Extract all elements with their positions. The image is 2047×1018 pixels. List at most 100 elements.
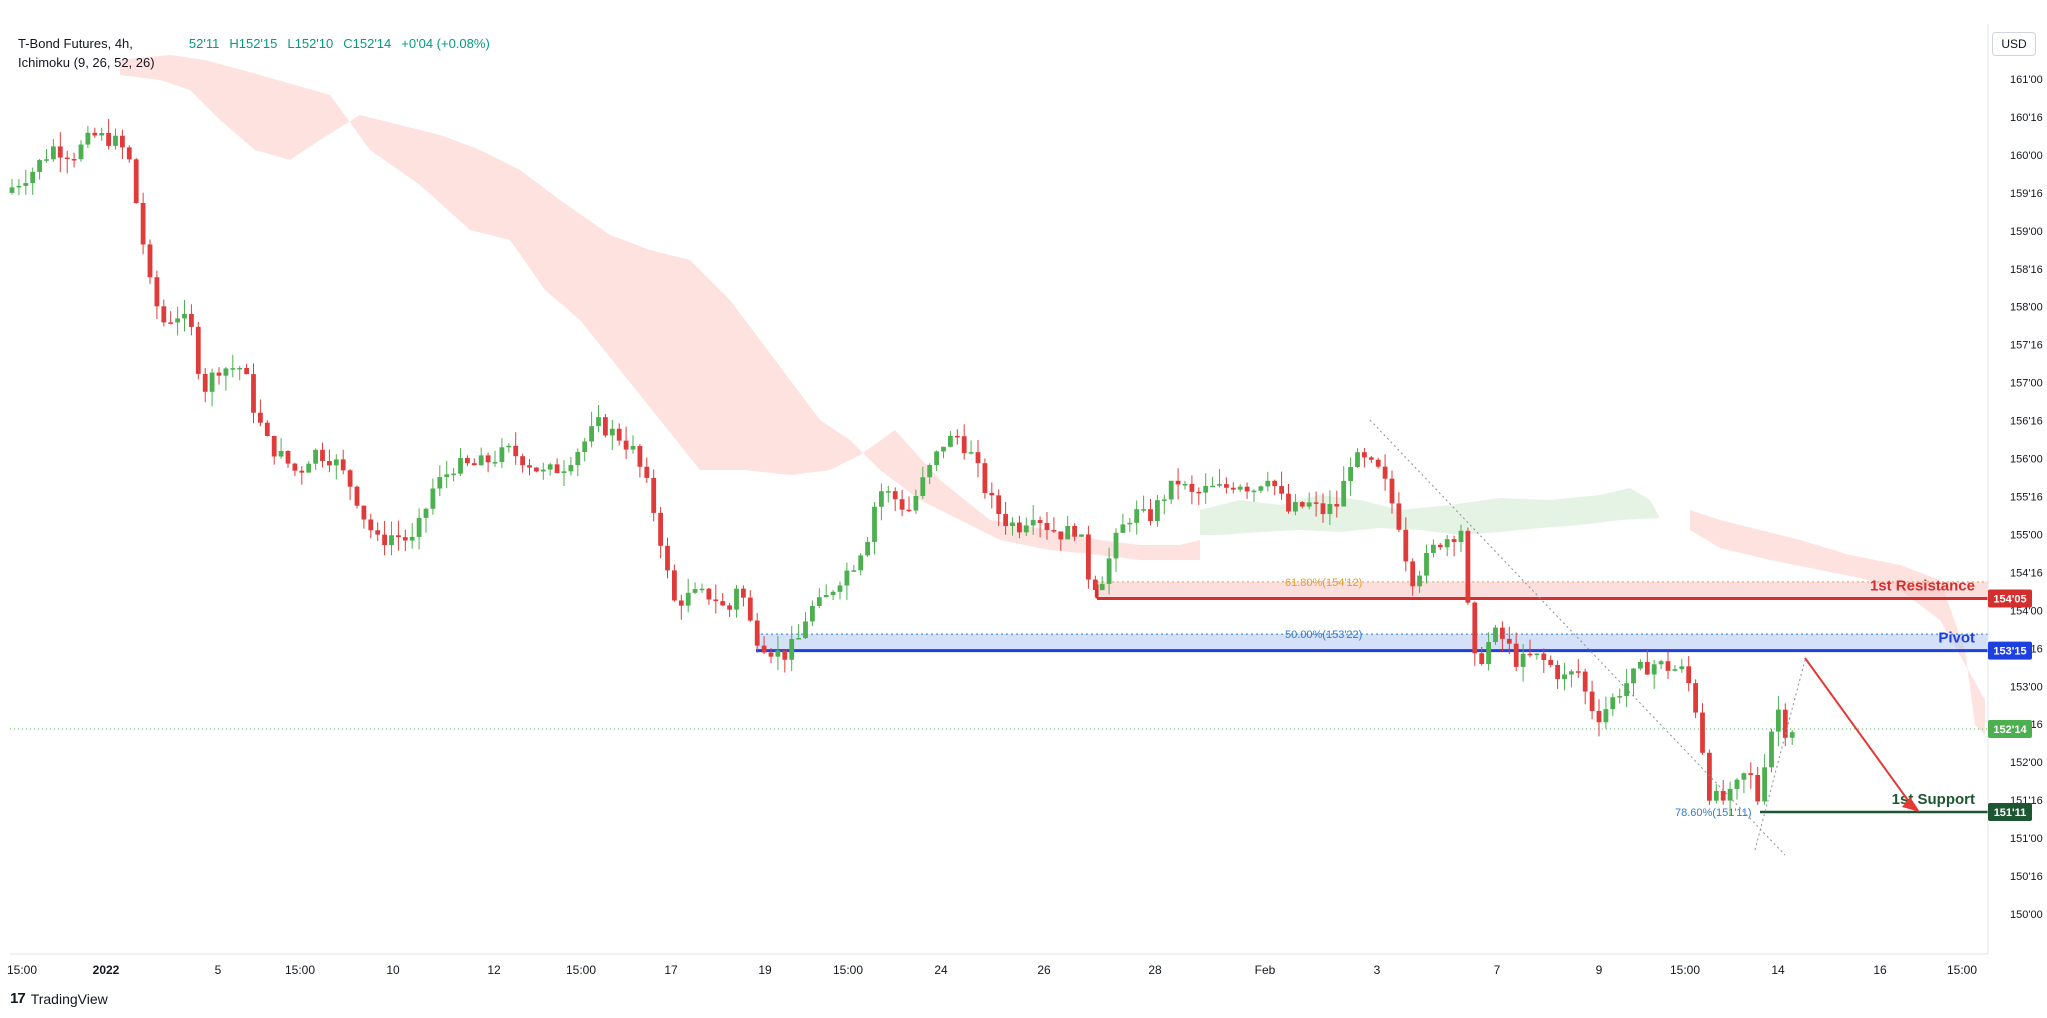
candle-down[interactable] <box>189 313 194 327</box>
candle-up[interactable] <box>589 426 594 442</box>
candle-down[interactable] <box>154 277 160 307</box>
candle-down[interactable] <box>71 159 77 161</box>
candle-up[interactable] <box>1113 532 1119 559</box>
candle-down[interactable] <box>361 505 367 520</box>
candle-up[interactable] <box>1534 653 1540 656</box>
candle-up[interactable] <box>30 171 36 184</box>
candle-up[interactable] <box>1030 520 1036 526</box>
candle-up[interactable] <box>1106 558 1112 584</box>
candle-down[interactable] <box>1058 531 1064 540</box>
candle-up[interactable] <box>409 536 415 541</box>
candle-down[interactable] <box>961 436 967 454</box>
candle-up[interactable] <box>1099 583 1105 590</box>
candle-up[interactable] <box>1258 486 1264 491</box>
candle-down[interactable] <box>133 159 139 204</box>
candle-up[interactable] <box>1341 481 1347 507</box>
candle-up[interactable] <box>51 146 56 160</box>
candle-down[interactable] <box>665 545 670 571</box>
candle-up[interactable] <box>1734 779 1740 789</box>
candle-down[interactable] <box>168 322 174 324</box>
candle-down[interactable] <box>906 509 912 512</box>
candle-down[interactable] <box>768 652 774 657</box>
candle-down[interactable] <box>1037 520 1043 523</box>
candle-up[interactable] <box>810 606 815 622</box>
candle-down[interactable] <box>1320 503 1326 515</box>
candle-up[interactable] <box>968 452 974 454</box>
candle-down[interactable] <box>1548 659 1554 665</box>
candle-down[interactable] <box>327 461 332 466</box>
candle-up[interactable] <box>1023 525 1029 533</box>
candle-down[interactable] <box>161 306 167 323</box>
candle-up[interactable] <box>582 441 588 452</box>
candle-down[interactable] <box>1686 666 1692 684</box>
candle-up[interactable] <box>1217 484 1222 486</box>
candle-down[interactable] <box>1148 509 1153 522</box>
candle-up[interactable] <box>437 477 443 489</box>
candle-down[interactable] <box>1465 530 1471 603</box>
candle-down[interactable] <box>954 435 960 438</box>
candle-down[interactable] <box>485 455 491 463</box>
candle-down[interactable] <box>368 519 374 531</box>
candle-down[interactable] <box>996 495 1002 515</box>
candle-up[interactable] <box>430 488 436 509</box>
candle-down[interactable] <box>644 466 650 478</box>
candle-up[interactable] <box>692 589 698 593</box>
candle-down[interactable] <box>1500 627 1505 639</box>
candle-down[interactable] <box>1389 478 1395 504</box>
candle-up[interactable] <box>1486 642 1491 664</box>
candle-down[interactable] <box>264 422 270 436</box>
candle-up[interactable] <box>478 455 484 466</box>
candle-up[interactable] <box>1520 653 1526 667</box>
candle-up[interactable] <box>451 473 456 476</box>
candle-up[interactable] <box>1562 674 1567 680</box>
candle-down[interactable] <box>989 492 995 496</box>
candle-up[interactable] <box>1631 668 1636 684</box>
candle-up[interactable] <box>844 570 850 586</box>
candle-up[interactable] <box>1789 732 1795 738</box>
price-axis[interactable]: 161'00 160'16 160'00 159'16 159'00 158'16 158'… <box>2010 74 2043 921</box>
candle-down[interactable] <box>1272 480 1278 487</box>
candle-down[interactable] <box>1196 491 1202 494</box>
candle-down[interactable] <box>382 534 387 546</box>
candle-up[interactable] <box>1265 480 1271 487</box>
candle-down[interactable] <box>1403 529 1409 562</box>
candle-down[interactable] <box>747 597 753 621</box>
candle-up[interactable] <box>913 495 919 511</box>
candle-up[interactable] <box>734 588 739 610</box>
candle-up[interactable] <box>879 491 884 507</box>
candle-down[interactable] <box>658 512 663 546</box>
candle-down[interactable] <box>1589 691 1595 711</box>
candle-down[interactable] <box>1334 504 1340 507</box>
candle-up[interactable] <box>1679 666 1685 670</box>
candle-up[interactable] <box>547 464 553 470</box>
plot-area[interactable] <box>10 24 1987 954</box>
candle-down[interactable] <box>982 463 988 493</box>
candle-up[interactable] <box>1458 530 1464 542</box>
candle-up[interactable] <box>278 450 284 457</box>
candle-up[interactable] <box>1155 500 1160 522</box>
tradingview-logo[interactable]: 17 TradingView <box>10 990 108 1007</box>
candle-up[interactable] <box>1306 502 1312 507</box>
candle-up[interactable] <box>313 449 318 464</box>
candle-up[interactable] <box>1327 504 1333 515</box>
candle-up[interactable] <box>1182 483 1188 486</box>
candle-down[interactable] <box>554 464 560 474</box>
candle-up[interactable] <box>1638 662 1643 669</box>
candle-down[interactable] <box>120 135 125 148</box>
candle-down[interactable] <box>637 446 643 467</box>
candle-up[interactable] <box>1293 502 1298 512</box>
candle-up[interactable] <box>858 555 864 571</box>
candle-up[interactable] <box>16 185 22 188</box>
candle-up[interactable] <box>816 597 822 607</box>
candle-down[interactable] <box>465 457 470 464</box>
candle-down[interactable] <box>1362 452 1367 458</box>
candle-up[interactable] <box>1134 509 1140 523</box>
candle-up[interactable] <box>389 535 394 546</box>
candle-down[interactable] <box>534 467 539 472</box>
candle-down[interactable] <box>1313 502 1319 504</box>
candle-down[interactable] <box>1051 530 1057 532</box>
candle-up[interactable] <box>1624 683 1629 697</box>
candle-up[interactable] <box>1610 697 1616 710</box>
candle-up[interactable] <box>1762 767 1767 802</box>
candle-up[interactable] <box>85 132 91 145</box>
